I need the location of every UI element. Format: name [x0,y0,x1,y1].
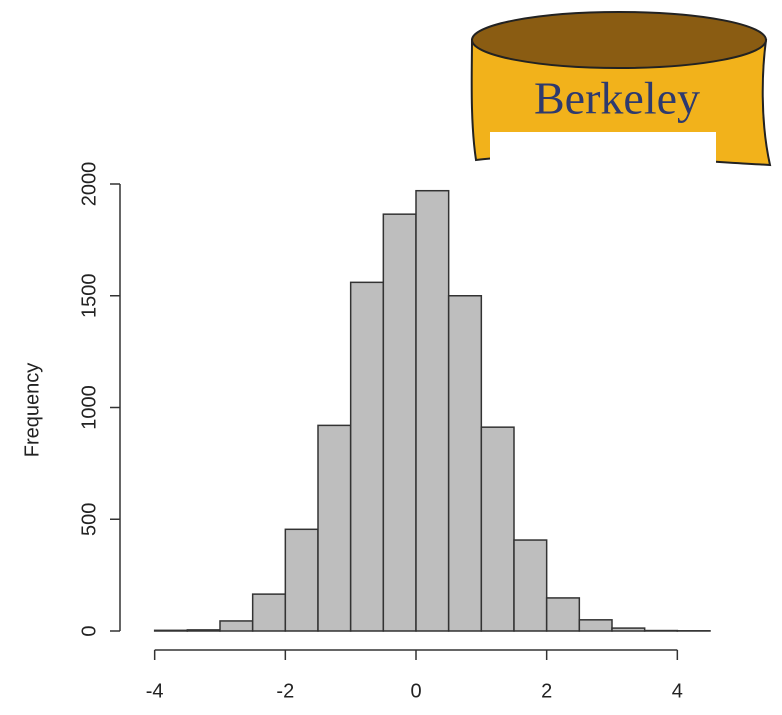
y-axis-label: Frequency [21,363,43,458]
y-tick-label: 1500 [78,274,100,319]
bar [186,629,221,632]
x-tick-label: 2 [541,680,552,702]
y-tick-label: 0 [78,625,100,636]
x-tick-label: 0 [410,680,421,702]
logo-cover [490,132,716,172]
bar [219,620,254,632]
bar [284,528,319,632]
x-tick-label: -4 [146,680,164,702]
bar [317,424,352,632]
bar [349,281,385,632]
logo-text: Berkeley [534,73,700,124]
bar [480,426,515,632]
logo: Berkeley [470,11,772,172]
x-tick-label: 4 [672,680,683,702]
bar [545,597,581,632]
logo-top [471,11,767,69]
bar [153,629,189,632]
bar [251,593,287,632]
y-tick-label: 500 [78,503,100,536]
y-tick-label: 1000 [78,385,100,430]
bar [513,539,548,632]
y-tick-label: 2000 [78,162,100,207]
bar [447,295,483,632]
bar [382,213,417,632]
bar [415,189,450,632]
bar [611,627,646,632]
bar [578,619,613,632]
x-tick-label: -2 [276,680,294,702]
